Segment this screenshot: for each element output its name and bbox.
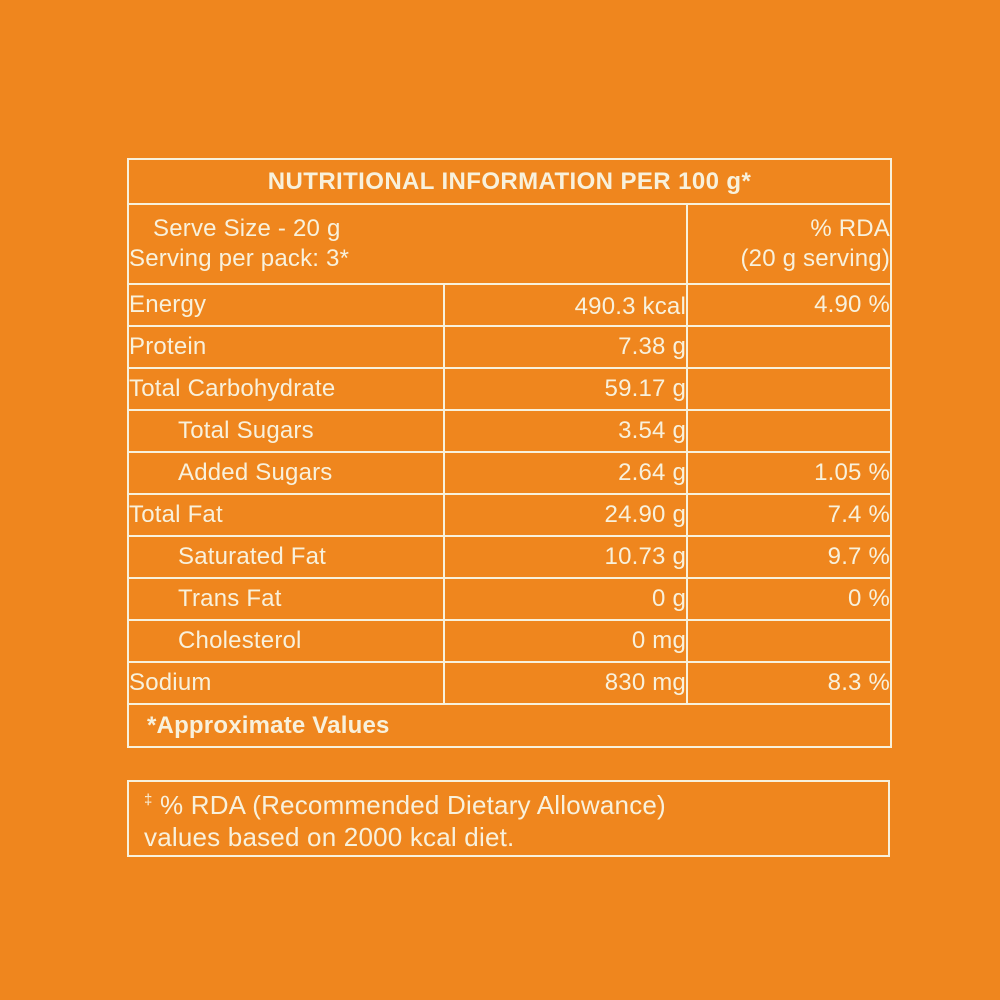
serve-info-row: Serve Size - 20 g Serving per pack: 3* %… <box>127 203 893 285</box>
nutrient-value: 7.38 g <box>443 325 688 369</box>
nutrient-rda: 9.7 % <box>685 535 893 579</box>
approximate-values-row: *Approximate Values <box>126 703 893 748</box>
nutrient-value: 3.54 g <box>443 409 688 453</box>
title-row: NUTRITIONAL INFORMATION PER 100 g* <box>126 158 893 205</box>
nutrient-rda: 8.3 % <box>685 661 893 705</box>
rda-header-cell: % RDA (20 g serving) <box>685 203 893 285</box>
nutrient-label: Protein <box>127 325 445 369</box>
nutrient-value: 2.64 g <box>443 451 688 495</box>
row-total-sugars: Total Sugars 3.54 g <box>127 409 893 453</box>
row-added-sugars: Added Sugars 2.64 g 1.05 % <box>127 451 893 495</box>
row-sodium: Sodium 830 mg 8.3 % <box>127 661 893 705</box>
nutrient-rda: 4.90 % <box>685 283 893 327</box>
row-cholesterol: Cholesterol 0 mg <box>127 619 893 663</box>
nutrient-label: Cholesterol <box>127 619 445 663</box>
nutrient-rda: 7.4 % <box>685 493 893 537</box>
nutrient-label: Sodium <box>127 661 445 705</box>
nutrient-rda: 1.05 % <box>685 451 893 495</box>
nutrient-label: Saturated Fat <box>127 535 445 579</box>
approximate-values-note: *Approximate Values <box>126 703 893 748</box>
nutrient-value: 59.17 g <box>443 367 688 411</box>
nutrition-table: NUTRITIONAL INFORMATION PER 100 g* Serve… <box>126 158 893 748</box>
nutrient-label: Trans Fat <box>127 577 445 621</box>
footnote-line2: values based on 2000 kcal diet. <box>144 822 515 852</box>
nutrient-rda <box>685 367 893 411</box>
nutrient-value: 24.90 g <box>443 493 688 537</box>
nutrient-value: 490.3 kcal <box>443 283 688 327</box>
nutrient-label: Total Sugars <box>127 409 445 453</box>
row-total-carbohydrate: Total Carbohydrate 59.17 g <box>127 367 893 411</box>
serve-info-cell: Serve Size - 20 g Serving per pack: 3* <box>127 203 688 285</box>
nutrient-value: 0 g <box>443 577 688 621</box>
row-protein: Protein 7.38 g <box>127 325 893 369</box>
servings-per-pack-text: Serving per pack: 3* <box>129 245 350 272</box>
nutrient-value: 10.73 g <box>443 535 688 579</box>
rda-footnote-box: ‡ % RDA (Recommended Dietary Allowance) … <box>127 780 890 857</box>
nutrient-rda <box>685 409 893 453</box>
nutrient-rda: 0 % <box>685 577 893 621</box>
rda-header-line1: % RDA <box>810 215 891 242</box>
nutrient-label: Total Carbohydrate <box>127 367 445 411</box>
row-saturated-fat: Saturated Fat 10.73 g 9.7 % <box>127 535 893 579</box>
rda-header-line2: (20 g serving) <box>740 245 891 272</box>
table-title: NUTRITIONAL INFORMATION PER 100 g* <box>126 158 893 205</box>
footnote-line1: ‡ % RDA (Recommended Dietary Allowance) <box>144 789 874 821</box>
nutrient-label: Added Sugars <box>127 451 445 495</box>
row-energy: Energy 490.3 kcal 4.90 % <box>127 283 893 327</box>
nutrient-rda <box>685 619 893 663</box>
nutrient-label: Energy <box>127 283 445 327</box>
row-trans-fat: Trans Fat 0 g 0 % <box>127 577 893 621</box>
dagger-symbol: ‡ <box>144 791 153 809</box>
nutrient-value: 0 mg <box>443 619 688 663</box>
nutrient-label: Total Fat <box>127 493 445 537</box>
nutrient-value: 830 mg <box>443 661 688 705</box>
nutrient-rda <box>685 325 893 369</box>
serve-size-text: Serve Size - 20 g <box>153 215 341 242</box>
row-total-fat: Total Fat 24.90 g 7.4 % <box>127 493 893 537</box>
footnote-line1-text: % RDA (Recommended Dietary Allowance) <box>159 790 666 820</box>
